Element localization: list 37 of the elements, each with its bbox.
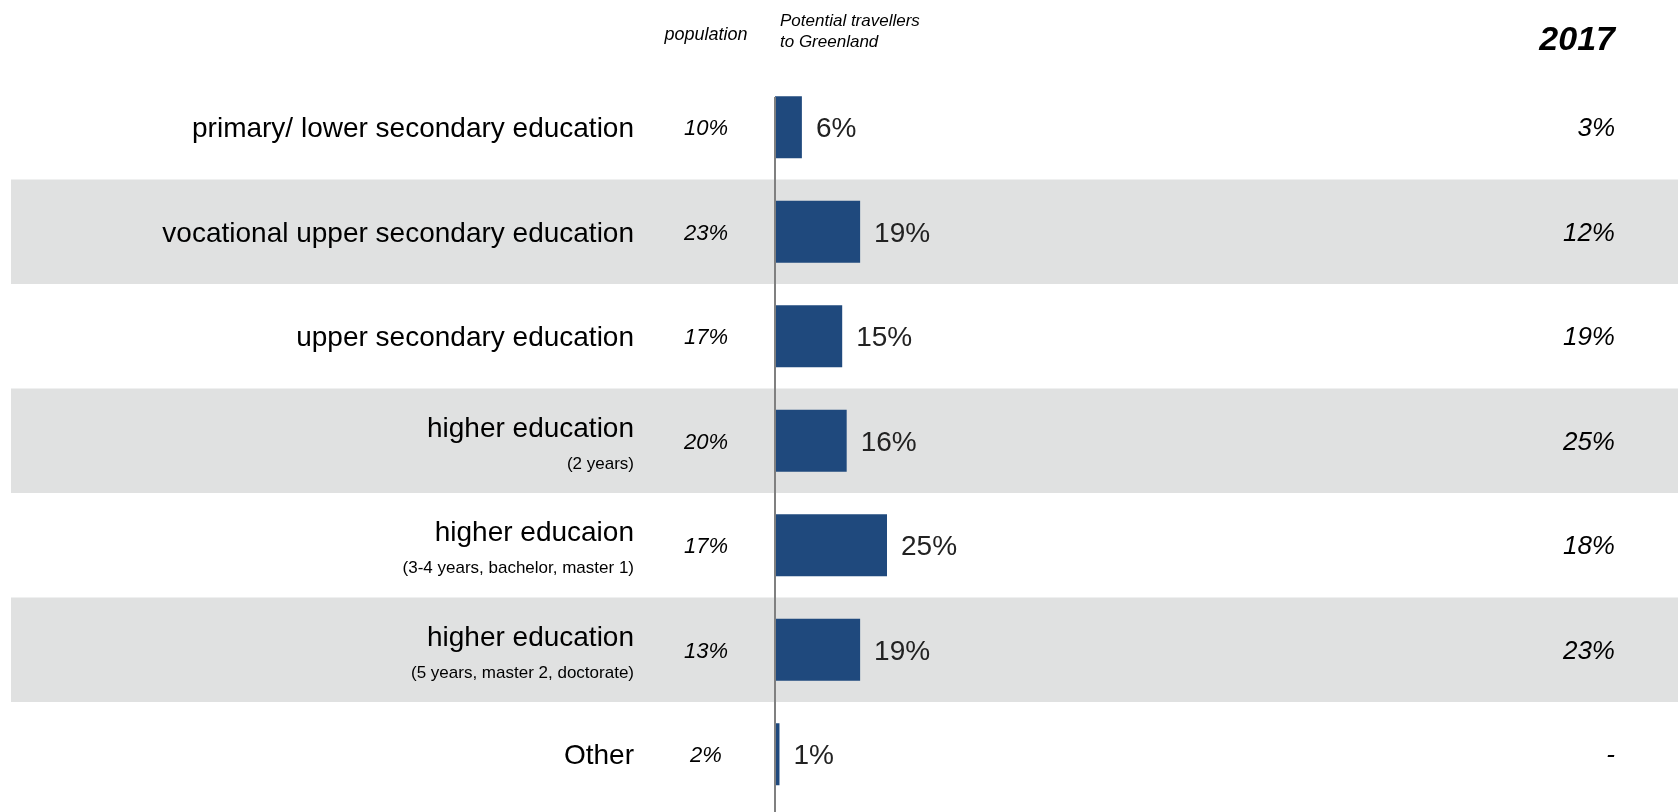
y-tick-label: primary/ lower secondary education xyxy=(192,112,634,144)
y-tick-label: upper secondary education xyxy=(296,321,634,353)
y-tick-label: higher education (2 years) xyxy=(426,411,634,473)
text: 23% xyxy=(682,219,729,245)
text: 13% xyxy=(683,637,729,663)
text: 17% xyxy=(683,324,729,350)
bar xyxy=(775,409,847,472)
bar xyxy=(775,514,887,577)
x-axis-title: Potential travellers to Greenland xyxy=(780,11,921,51)
data-label: 1% xyxy=(793,739,834,771)
bar xyxy=(775,200,861,263)
text: 2017 xyxy=(1538,19,1618,57)
text: 25% xyxy=(1561,425,1615,456)
bar xyxy=(775,618,861,681)
text: 3% xyxy=(1577,112,1615,143)
data-label: 6% xyxy=(815,112,857,144)
y-tick-label: Other xyxy=(563,739,634,771)
text: 20% xyxy=(682,428,729,454)
text: 10% xyxy=(683,115,729,141)
text: population xyxy=(663,24,748,44)
bar xyxy=(775,305,843,368)
text: 12% xyxy=(1562,216,1615,247)
data-label: 25% xyxy=(901,530,958,562)
text: - xyxy=(1606,739,1616,770)
text: 2% xyxy=(689,742,722,768)
y-tick-label: higher education (5 years, master 2, doctorate) xyxy=(411,620,634,682)
data-label: 15% xyxy=(856,321,913,353)
y-tick-label: higher educaion (3-4 years, bachelor, master 1) xyxy=(402,516,634,578)
y-tick-label: vocational upper secondary education xyxy=(162,216,634,248)
text: 23% xyxy=(1561,634,1615,665)
data-label: 19% xyxy=(874,634,931,666)
text: 19% xyxy=(1562,321,1615,352)
text: 17% xyxy=(683,533,729,559)
data-label: 19% xyxy=(874,216,931,248)
bar xyxy=(775,96,802,159)
text: 18% xyxy=(1562,530,1615,561)
data-label: 16% xyxy=(860,425,917,457)
